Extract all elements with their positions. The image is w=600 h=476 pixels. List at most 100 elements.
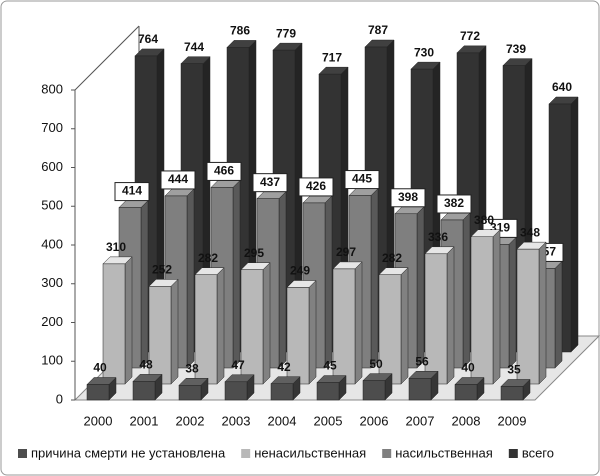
y-tick-label: 100 bbox=[41, 353, 63, 368]
value-label: 40 bbox=[93, 361, 107, 375]
legend-marker bbox=[18, 449, 27, 458]
value-label-box bbox=[436, 194, 472, 214]
x-tick-label: 2007 bbox=[406, 413, 435, 428]
value-label: 398 bbox=[398, 190, 418, 204]
x-tick-label: 2002 bbox=[176, 413, 205, 428]
legend-label: причина смерти не установлена bbox=[31, 445, 226, 460]
value-label: 382 bbox=[444, 196, 464, 210]
bar-side bbox=[216, 267, 225, 385]
legend-label: насильственная bbox=[395, 445, 493, 460]
bar-side bbox=[262, 262, 271, 385]
x-tick-label: 2005 bbox=[314, 413, 343, 428]
value-label: 38 bbox=[185, 361, 199, 375]
bar bbox=[454, 384, 478, 401]
bar bbox=[316, 382, 340, 401]
x-tick-label: 2004 bbox=[268, 413, 297, 428]
bar bbox=[270, 383, 294, 401]
value-label: 744 bbox=[184, 40, 204, 54]
value-label: 297 bbox=[336, 245, 356, 259]
value-label: 444 bbox=[168, 172, 188, 186]
x-tick-label: 2000 bbox=[84, 413, 113, 428]
bar-side bbox=[446, 246, 455, 385]
value-label-box bbox=[344, 170, 380, 190]
value-label: 47 bbox=[231, 358, 245, 372]
bar-side bbox=[400, 267, 409, 385]
left-wall-edge bbox=[74, 25, 140, 91]
bar bbox=[224, 381, 248, 401]
bar-side bbox=[492, 229, 501, 385]
bar-side bbox=[186, 188, 195, 369]
value-label: 40 bbox=[461, 361, 475, 375]
bar bbox=[408, 378, 432, 401]
y-tick-label: 500 bbox=[41, 198, 63, 213]
value-label: 348 bbox=[520, 225, 540, 239]
value-label: 282 bbox=[198, 251, 218, 265]
bar-side bbox=[354, 261, 363, 385]
bar bbox=[86, 384, 110, 401]
value-label: 779 bbox=[276, 26, 296, 40]
value-label: 336 bbox=[428, 230, 448, 244]
value-label: 426 bbox=[306, 179, 326, 193]
value-label: 48 bbox=[139, 358, 153, 372]
value-label: 730 bbox=[414, 45, 434, 59]
bar-side bbox=[278, 191, 287, 369]
bar-side bbox=[416, 206, 425, 369]
value-label: 295 bbox=[244, 246, 264, 260]
value-label: 249 bbox=[290, 264, 310, 278]
value-label: 466 bbox=[214, 164, 234, 178]
legend-label: всего bbox=[522, 445, 554, 460]
value-label-box bbox=[298, 177, 334, 197]
value-label: 380 bbox=[474, 213, 494, 227]
x-tick-label: 2009 bbox=[498, 413, 527, 428]
value-label: 717 bbox=[322, 50, 342, 64]
y-tick-label: 300 bbox=[41, 275, 63, 290]
x-tick-label: 2006 bbox=[360, 413, 389, 428]
bar bbox=[132, 381, 156, 401]
bar-side bbox=[324, 195, 333, 369]
value-label: 445 bbox=[352, 172, 372, 186]
legend-marker bbox=[241, 449, 251, 458]
bar-side bbox=[124, 256, 133, 385]
value-label: 252 bbox=[152, 263, 172, 277]
x-tick-label: 2008 bbox=[452, 413, 481, 428]
bar-side bbox=[508, 236, 517, 369]
value-label-box bbox=[390, 188, 426, 208]
bar-side bbox=[570, 96, 579, 353]
x-tick-label: 2001 bbox=[130, 413, 159, 428]
y-tick-label: 0 bbox=[56, 391, 63, 406]
value-label: 282 bbox=[382, 251, 402, 265]
value-label: 414 bbox=[122, 184, 142, 198]
value-label: 50 bbox=[369, 357, 383, 371]
bar-side bbox=[232, 179, 241, 369]
value-label-box bbox=[114, 182, 150, 202]
y-tick-label: 200 bbox=[41, 314, 63, 329]
value-label: 787 bbox=[368, 23, 388, 37]
value-label-box bbox=[252, 173, 288, 193]
value-label-box bbox=[160, 170, 196, 190]
bar-side bbox=[370, 187, 379, 369]
value-label: 437 bbox=[260, 175, 280, 189]
bar-side bbox=[554, 260, 563, 369]
legend-marker bbox=[382, 449, 392, 458]
value-label: 640 bbox=[552, 80, 572, 94]
value-label: 42 bbox=[277, 360, 291, 374]
value-label: 35 bbox=[507, 363, 521, 377]
bar-side bbox=[538, 241, 547, 385]
x-tick-label: 2003 bbox=[222, 413, 251, 428]
legend-label: ненасильственная bbox=[254, 445, 366, 460]
y-tick-label: 800 bbox=[41, 81, 63, 96]
value-label: 786 bbox=[230, 24, 250, 38]
value-label: 764 bbox=[138, 32, 158, 46]
value-label-box bbox=[206, 161, 242, 181]
value-label: 739 bbox=[506, 42, 526, 56]
bar-side bbox=[308, 279, 317, 385]
legend-marker bbox=[508, 449, 518, 458]
y-tick-label: 600 bbox=[41, 159, 63, 174]
value-label: 772 bbox=[460, 29, 480, 43]
bar bbox=[362, 380, 386, 401]
y-tick-label: 700 bbox=[41, 120, 63, 135]
bar-side bbox=[170, 278, 179, 385]
bar bbox=[178, 385, 202, 401]
bar-side bbox=[462, 212, 471, 369]
